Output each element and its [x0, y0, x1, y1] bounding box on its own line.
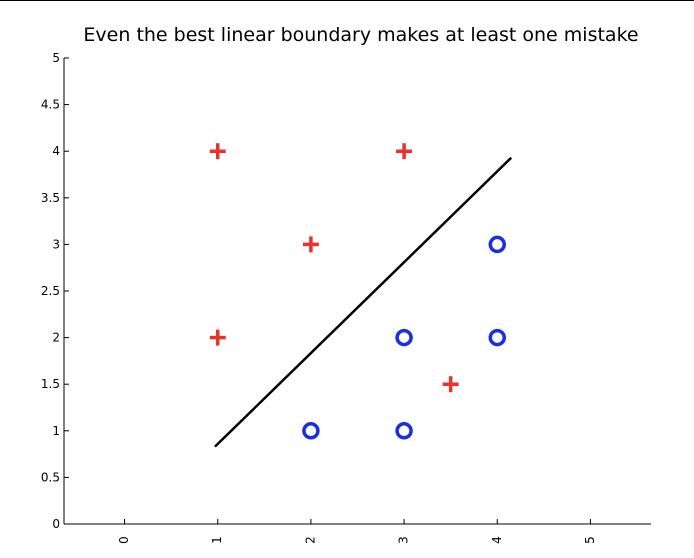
circle-marker — [488, 328, 507, 347]
circle-marker — [395, 422, 413, 440]
x-tick-label: 4 — [490, 536, 504, 544]
circle-marker — [302, 422, 320, 440]
circle-marker — [395, 328, 413, 347]
y-tick-label: 4 — [52, 144, 60, 158]
linear-boundary-line — [214, 156, 513, 448]
x-tick-label: 1 — [210, 536, 224, 544]
chart-title: Even the best linear boundary makes at l… — [83, 24, 639, 46]
plus-marker — [442, 376, 459, 393]
x-tick-label: 5 — [583, 536, 597, 544]
x-tick-label: 3 — [397, 536, 411, 544]
y-tick-label: 0.5 — [41, 470, 60, 484]
y-tick-label: 0 — [52, 517, 60, 531]
x-tick-label: 2 — [303, 536, 317, 544]
y-tick-label: 3.5 — [41, 191, 60, 205]
plus-marker — [209, 329, 226, 346]
y-tick-label: 2.5 — [41, 284, 60, 298]
y-tick-label: 1 — [52, 424, 60, 438]
y-tick-label: 3 — [52, 237, 60, 251]
y-tick-label: 5 — [52, 51, 60, 65]
plot-marks — [209, 143, 513, 448]
y-tick-label: 2 — [52, 331, 60, 345]
circle-marker — [488, 235, 507, 254]
y-tick-label: 4.5 — [41, 98, 60, 112]
axes: 0 1 2 3 4 5 0 0.5 1 1.5 2 2.5 3 3.5 4 4.5 5 — [41, 51, 651, 544]
plus-marker — [302, 236, 319, 253]
plus-marker — [396, 143, 413, 160]
x-tick-label: 0 — [117, 536, 131, 544]
top-border — [0, 0, 694, 1]
y-tick-label: 1.5 — [41, 377, 60, 391]
plus-marker — [209, 143, 226, 160]
